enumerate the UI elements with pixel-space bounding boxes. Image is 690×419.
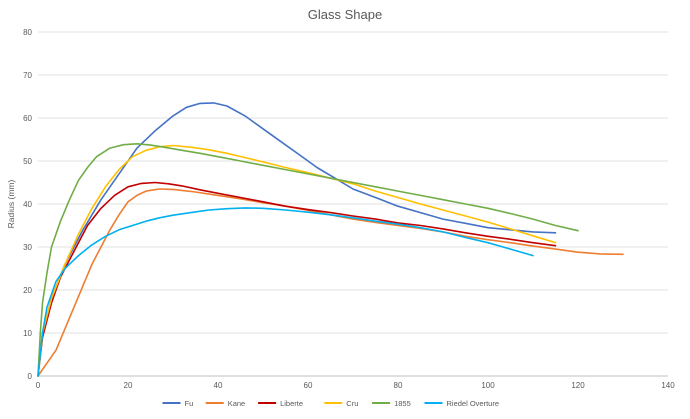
legend-item-riedel-overture: Riedel Overture xyxy=(424,399,500,408)
legend-label: 1855 xyxy=(394,399,411,408)
y-tick-label: 20 xyxy=(23,286,32,295)
legend-item-fu: Fu xyxy=(162,399,194,408)
legend-item-liberte: Liberte xyxy=(258,399,303,408)
gridlines xyxy=(38,31,668,377)
x-tick-label: 140 xyxy=(661,381,675,390)
axes: 0 10 20 30 40 50 60 70 80 0 20 40 60 80 100 120 140 xyxy=(23,28,675,390)
y-tick-label: 30 xyxy=(23,243,32,252)
series-line-liberte xyxy=(37,181,557,377)
legend: Fu Kane Liberte Cru 1855 Riedel Overture xyxy=(162,399,500,408)
series-lines xyxy=(37,102,624,377)
legend-item-kane: Kane xyxy=(205,399,246,408)
series-line-kane xyxy=(37,188,624,377)
x-tick-label: 120 xyxy=(571,381,585,390)
x-tick-label: 100 xyxy=(481,381,495,390)
legend-label: Kane xyxy=(228,399,246,408)
x-tick-label: 40 xyxy=(214,381,223,390)
y-tick-label: 70 xyxy=(23,71,32,80)
y-axis-label: Radius (mm) xyxy=(6,180,16,229)
series-line-cru xyxy=(37,144,557,377)
x-tick-label: 60 xyxy=(304,381,313,390)
series-line-fu xyxy=(37,102,557,377)
legend-label: Cru xyxy=(346,399,358,408)
chart-title: Glass Shape xyxy=(308,7,382,22)
y-tick-label: 0 xyxy=(28,372,33,381)
y-tick-label: 10 xyxy=(23,329,32,338)
legend-label: Riedel Overture xyxy=(447,399,500,408)
legend-label: Liberte xyxy=(280,399,303,408)
series-line-riedel-overture xyxy=(37,207,534,377)
x-tick-label: 20 xyxy=(124,381,133,390)
series-line-1855 xyxy=(37,143,579,377)
y-tick-label: 60 xyxy=(23,114,32,123)
legend-item-1855: 1855 xyxy=(372,399,411,408)
y-tick-label: 40 xyxy=(23,200,32,209)
y-tick-label: 50 xyxy=(23,157,32,166)
x-tick-label: 80 xyxy=(394,381,403,390)
x-tick-label: 0 xyxy=(36,381,41,390)
legend-item-cru: Cru xyxy=(324,399,358,408)
legend-label: Fu xyxy=(185,399,194,408)
y-tick-label: 80 xyxy=(23,28,32,37)
